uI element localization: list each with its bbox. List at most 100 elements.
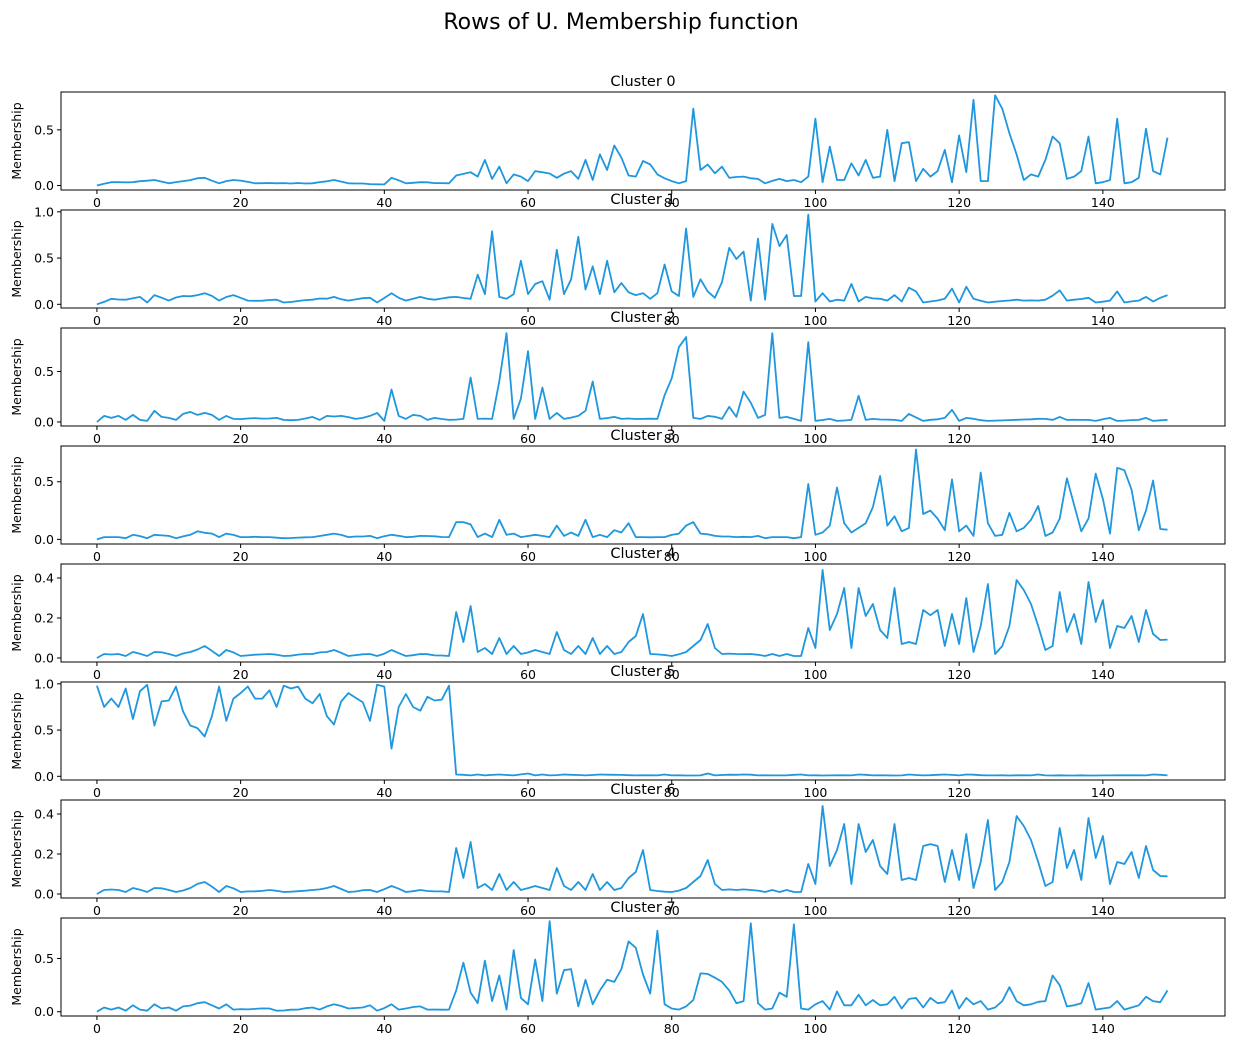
- x-tick-label: 80: [664, 313, 680, 328]
- x-tick-label: 120: [947, 785, 971, 800]
- x-tick-label: 60: [520, 549, 536, 564]
- subplot-cluster-7: Cluster 7 0 20 40 60 80 100 120 140 0.0 0.5 Members…: [9, 900, 1226, 1036]
- x-tick-label: 120: [947, 195, 971, 210]
- y-tick-label: 0.0: [34, 769, 54, 784]
- axes-frame: [60, 91, 1226, 191]
- y-tick-label: 0.5: [34, 951, 54, 966]
- y-tick-label: 0.0: [34, 651, 54, 666]
- x-tick-label: 120: [947, 667, 971, 682]
- axes-frame: [60, 327, 1226, 427]
- series-line: [96, 920, 1169, 1013]
- y-tick-label: 1.0: [34, 676, 54, 691]
- series-line: [96, 683, 1168, 777]
- x-tick-label: 100: [804, 667, 828, 682]
- subplot-cluster-6: Cluster 6 0 20 40 60 80 100 120 140 0.0 0.2 0.4 Memb…: [9, 782, 1226, 918]
- x-tick-label: 20: [233, 1021, 249, 1036]
- subplot-cluster-2: Cluster 2 0 20 40 60 80 100 120 140 0.0 0.5 Members…: [9, 310, 1226, 446]
- y-tick-label: 0.5: [34, 122, 54, 137]
- axes-frame: [60, 799, 1226, 899]
- x-tick-label: 0: [93, 431, 101, 446]
- y-tick-label: 0.5: [34, 251, 54, 266]
- subplot-title: Cluster 3: [610, 428, 675, 444]
- subplot-cluster-4: Cluster 4 0 20 40 60 80 100 120 140 0.0 0.2 0.4 Memb…: [9, 546, 1226, 682]
- series-line: [96, 805, 1168, 895]
- x-tick-label: 0: [93, 1021, 101, 1036]
- x-tick-label: 60: [520, 195, 536, 210]
- subplot-title: Cluster 5: [610, 664, 675, 680]
- y-tick-label: 0.2: [34, 847, 54, 862]
- y-axis-label: Membership: [9, 338, 24, 415]
- x-tick-label: 140: [1091, 431, 1115, 446]
- y-tick-label: 0.4: [34, 571, 54, 586]
- x-tick-label: 40: [376, 667, 392, 682]
- subplot-cluster-3: Cluster 3 0 20 40 60 80 100 120 140 0.0 0.5 Members…: [9, 428, 1226, 564]
- x-tick-label: 80: [664, 1021, 680, 1036]
- x-tick-label: 0: [93, 195, 101, 210]
- x-tick-label: 0: [93, 667, 101, 682]
- x-tick-label: 100: [804, 903, 828, 918]
- x-tick-label: 120: [947, 431, 971, 446]
- axes-frame: [60, 681, 1226, 781]
- x-tick-label: 100: [804, 1021, 828, 1036]
- y-axis-label: Membership: [9, 692, 24, 769]
- figure-suptitle: Rows of U. Membership function: [443, 10, 798, 35]
- axes-frame: [60, 209, 1226, 309]
- x-tick-label: 20: [233, 195, 249, 210]
- x-tick-label: 100: [804, 195, 828, 210]
- axes-frame: [60, 445, 1226, 545]
- x-tick-label: 100: [804, 431, 828, 446]
- axes-frame: [60, 917, 1226, 1017]
- x-tick-label: 140: [1091, 549, 1115, 564]
- y-tick-label: 0.2: [34, 611, 54, 626]
- subplot-title: Cluster 1: [610, 192, 675, 208]
- x-tick-label: 140: [1091, 785, 1115, 800]
- x-tick-label: 80: [664, 903, 680, 918]
- y-tick-label: 0.4: [34, 807, 54, 822]
- x-tick-label: 80: [664, 195, 680, 210]
- axes-frame: [60, 563, 1226, 663]
- x-tick-label: 20: [233, 903, 249, 918]
- x-tick-label: 60: [520, 313, 536, 328]
- x-tick-label: 60: [520, 1021, 536, 1036]
- x-tick-label: 140: [1091, 667, 1115, 682]
- series-line: [96, 448, 1168, 541]
- x-tick-label: 140: [1091, 903, 1115, 918]
- x-tick-label: 140: [1091, 1021, 1115, 1036]
- subplot-cluster-0: Cluster 0 0 20 40 60 80 100 120 140 0.0 0.5 Members…: [9, 74, 1226, 210]
- y-tick-label: 0.5: [34, 364, 54, 379]
- x-tick-label: 0: [93, 549, 101, 564]
- x-tick-label: 140: [1091, 195, 1115, 210]
- x-tick-label: 100: [804, 785, 828, 800]
- x-tick-label: 40: [376, 903, 392, 918]
- y-tick-label: 0.5: [34, 723, 54, 738]
- x-tick-label: 40: [376, 195, 392, 210]
- series-line: [96, 94, 1169, 187]
- x-tick-label: 80: [664, 785, 680, 800]
- x-tick-label: 60: [520, 903, 536, 918]
- subplot-title: Cluster 0: [610, 74, 675, 90]
- x-tick-label: 120: [947, 313, 971, 328]
- x-tick-label: 60: [520, 785, 536, 800]
- x-tick-label: 40: [376, 313, 392, 328]
- x-tick-label: 0: [93, 785, 101, 800]
- series-line: [96, 332, 1168, 423]
- x-tick-label: 100: [804, 549, 828, 564]
- subplot-title: Cluster 2: [610, 310, 675, 326]
- y-tick-label: 0.0: [34, 1004, 54, 1019]
- subplot-cluster-5: Cluster 5 0 20 40 60 80 100 120 140 0.0 0.5 1.0 Memb…: [9, 664, 1226, 800]
- x-tick-label: 80: [664, 667, 680, 682]
- y-axis-label: Membership: [9, 456, 24, 533]
- x-tick-label: 0: [93, 903, 101, 918]
- subplot-title: Cluster 6: [610, 782, 675, 798]
- subplot-title: Cluster 7: [610, 900, 675, 916]
- x-tick-label: 120: [947, 1021, 971, 1036]
- x-tick-label: 40: [376, 785, 392, 800]
- x-tick-label: 60: [520, 667, 536, 682]
- x-tick-label: 40: [376, 431, 392, 446]
- x-tick-label: 20: [233, 549, 249, 564]
- y-axis-label: Membership: [9, 220, 24, 297]
- x-tick-label: 40: [376, 1021, 392, 1036]
- y-tick-label: 1.0: [34, 204, 54, 219]
- y-tick-label: 0.0: [34, 178, 54, 193]
